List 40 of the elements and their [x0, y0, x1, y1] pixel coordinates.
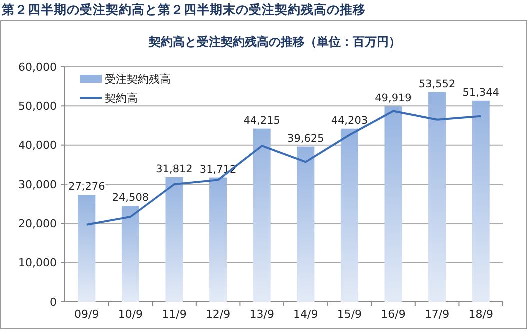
y-tick-label: 50,000: [18, 100, 57, 114]
x-tick-label: 13/9: [250, 308, 274, 321]
legend-label: 契約高: [105, 92, 138, 105]
x-tick-label: 09/9: [74, 308, 100, 321]
data-label: 31,812: [156, 163, 193, 176]
bar: [340, 128, 358, 302]
chart-title: 第２四半期の受注契約高と第２四半期末の受注契約残高の推移: [1, 2, 366, 17]
x-tick-label: 15/9: [337, 308, 362, 321]
chart-subtitle: 契約高と受注契約残高の推移（単位：百万円）: [148, 35, 401, 49]
y-tick-label: 0: [50, 296, 57, 309]
bar: [78, 195, 96, 302]
y-tick-label: 60,000: [18, 60, 57, 74]
bar: [384, 106, 402, 302]
x-tick-label: 16/9: [381, 308, 406, 321]
x-tick-label: 11/9: [162, 308, 187, 321]
bar: [166, 177, 184, 302]
data-label: 27,276: [68, 181, 106, 194]
bar: [122, 206, 140, 302]
y-tick-label: 30,000: [18, 178, 57, 192]
data-label: 44,215: [244, 114, 280, 127]
bar: [472, 100, 490, 302]
x-tick-label: 12/9: [206, 308, 231, 321]
bar: [253, 128, 271, 302]
data-label: 53,552: [418, 78, 456, 90]
x-tick-label: 17/9: [424, 308, 450, 321]
data-label: 44,203: [331, 114, 368, 127]
x-tick-label: 18/9: [468, 308, 494, 321]
x-tick-label: 14/9: [294, 308, 318, 321]
bar: [210, 178, 228, 302]
data-label: 39,625: [288, 132, 324, 145]
data-label: 51,344: [462, 86, 500, 99]
y-tick-label: 20,000: [18, 218, 57, 231]
y-tick-label: 40,000: [18, 139, 57, 152]
x-tick-label: 10/9: [118, 308, 144, 321]
bar: [297, 146, 315, 302]
bar: [428, 92, 446, 302]
data-label: 24,508: [112, 192, 150, 204]
y-tick-label: 10,000: [18, 256, 57, 270]
data-label: 49,919: [375, 92, 412, 104]
legend-label: 受注契約残高: [105, 72, 171, 86]
